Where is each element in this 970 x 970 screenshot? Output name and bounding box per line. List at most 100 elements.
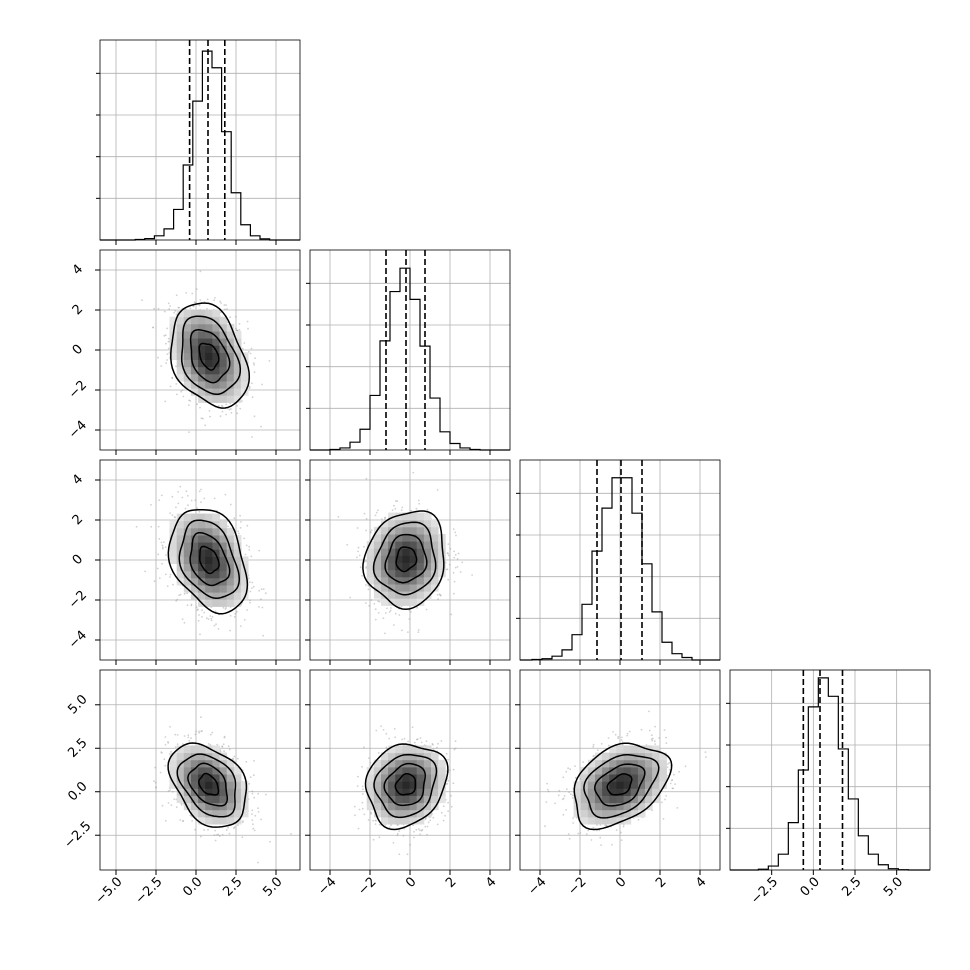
sample-point bbox=[164, 573, 167, 576]
histogram-panel-1 bbox=[96, 39, 301, 245]
density-cell bbox=[212, 809, 220, 818]
density-cell bbox=[409, 598, 418, 606]
sample-point bbox=[403, 827, 406, 830]
density-cell bbox=[395, 541, 403, 549]
density-cell bbox=[226, 542, 235, 550]
sample-point bbox=[452, 571, 455, 574]
sample-point bbox=[248, 387, 251, 389]
sample-point bbox=[196, 507, 199, 509]
sample-point bbox=[378, 600, 381, 603]
density-cell bbox=[402, 576, 410, 585]
sample-point bbox=[203, 611, 206, 614]
density-cell bbox=[212, 309, 220, 318]
sample-point bbox=[233, 517, 236, 520]
sample-point bbox=[395, 500, 397, 502]
density-cell bbox=[212, 359, 220, 368]
sample-point bbox=[419, 829, 421, 832]
sample-point bbox=[426, 833, 428, 836]
density-cell bbox=[388, 576, 396, 585]
sample-point bbox=[188, 739, 191, 742]
sample-point bbox=[370, 529, 373, 532]
density-cell bbox=[226, 395, 235, 403]
sample-point bbox=[226, 308, 228, 310]
sample-point bbox=[158, 577, 161, 579]
sample-point bbox=[158, 538, 161, 540]
sample-point bbox=[239, 514, 242, 517]
density-cell bbox=[183, 352, 192, 360]
density-cell bbox=[212, 323, 220, 332]
sample-point bbox=[398, 614, 401, 616]
sample-point bbox=[193, 301, 196, 304]
density-cell bbox=[183, 535, 192, 543]
sample-point bbox=[436, 823, 439, 826]
density-cell bbox=[198, 388, 206, 396]
sample-point bbox=[180, 390, 183, 393]
sample-point bbox=[169, 789, 172, 791]
sample-point bbox=[413, 741, 416, 744]
density-cell bbox=[395, 562, 403, 571]
sample-point bbox=[265, 793, 267, 796]
sample-point bbox=[249, 776, 252, 779]
contour-line bbox=[167, 742, 248, 828]
contour-line bbox=[187, 762, 229, 807]
density-cell bbox=[183, 331, 192, 339]
panel-content bbox=[135, 485, 267, 637]
contour-line bbox=[198, 772, 220, 796]
sample-point bbox=[445, 568, 448, 571]
sample-point bbox=[166, 353, 169, 356]
panel-frame bbox=[729, 669, 931, 871]
sample-point bbox=[221, 834, 224, 836]
sample-point bbox=[195, 606, 198, 609]
density-cell bbox=[205, 556, 213, 564]
sample-point bbox=[165, 342, 167, 345]
sample-point bbox=[419, 737, 422, 739]
density-cell bbox=[183, 513, 192, 522]
density-cell bbox=[190, 359, 199, 368]
sample-point bbox=[203, 497, 206, 500]
sample-point bbox=[370, 599, 373, 601]
density-cell bbox=[176, 345, 185, 353]
density-cell bbox=[198, 366, 206, 375]
sample-point bbox=[398, 853, 401, 856]
density-cell bbox=[388, 569, 396, 578]
sample-point bbox=[179, 819, 182, 821]
density-cell bbox=[190, 520, 199, 529]
density-cell bbox=[212, 563, 220, 572]
density-cell bbox=[198, 338, 206, 346]
density-cell bbox=[219, 766, 228, 775]
sample-point bbox=[213, 497, 216, 500]
density-cell bbox=[190, 345, 199, 353]
density-cell bbox=[240, 359, 249, 368]
density-cell bbox=[183, 359, 192, 368]
sample-point bbox=[197, 608, 199, 611]
sample-point bbox=[261, 606, 264, 609]
density-cell bbox=[176, 795, 185, 804]
density-cell bbox=[388, 548, 396, 556]
sample-point bbox=[365, 560, 367, 562]
density-cell bbox=[438, 555, 446, 563]
sample-point bbox=[445, 770, 448, 772]
sample-point bbox=[198, 730, 200, 733]
density-cell bbox=[190, 809, 199, 818]
density-cell bbox=[169, 774, 178, 782]
sample-point bbox=[157, 307, 160, 310]
contour-line bbox=[189, 531, 231, 587]
density-cell bbox=[423, 548, 432, 556]
density-cell bbox=[190, 802, 199, 811]
density-cell bbox=[219, 520, 228, 529]
contour-line bbox=[198, 342, 220, 371]
sample-point bbox=[417, 828, 420, 830]
density-cell bbox=[373, 584, 382, 592]
density-cell bbox=[205, 766, 213, 775]
density-cell bbox=[205, 366, 213, 375]
density-cell bbox=[190, 331, 199, 339]
sample-point bbox=[167, 347, 170, 350]
sample-point bbox=[164, 736, 167, 738]
sample-point bbox=[164, 819, 167, 822]
sample-point bbox=[346, 543, 349, 546]
density-cell bbox=[176, 331, 185, 339]
sample-point bbox=[254, 357, 256, 360]
sample-point bbox=[157, 553, 160, 556]
density-cell bbox=[366, 576, 375, 585]
density-cell bbox=[226, 570, 235, 579]
